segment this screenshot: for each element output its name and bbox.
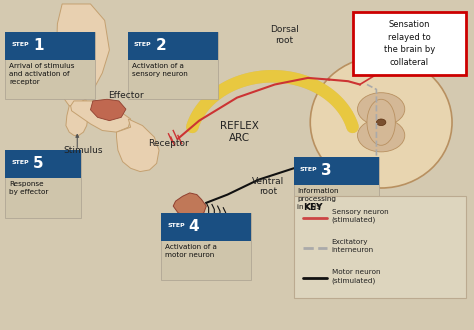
FancyBboxPatch shape xyxy=(5,32,95,60)
Text: Sensory neuron
(stimulated): Sensory neuron (stimulated) xyxy=(331,209,388,223)
FancyBboxPatch shape xyxy=(161,213,251,280)
Text: 2: 2 xyxy=(156,38,166,53)
Text: Sensation
relayed to
the brain by
collateral: Sensation relayed to the brain by collat… xyxy=(384,20,435,67)
Polygon shape xyxy=(71,101,131,132)
Text: Excitatory
interneuron: Excitatory interneuron xyxy=(331,239,374,253)
Polygon shape xyxy=(91,99,126,121)
Text: KEY: KEY xyxy=(303,203,323,212)
Text: STEP: STEP xyxy=(134,42,152,47)
FancyBboxPatch shape xyxy=(5,32,95,99)
Text: Response
by effector: Response by effector xyxy=(9,182,48,195)
Text: STEP: STEP xyxy=(11,160,29,165)
Text: 1: 1 xyxy=(33,38,43,53)
Text: REFLEX
ARC: REFLEX ARC xyxy=(220,121,259,143)
Polygon shape xyxy=(66,99,88,135)
FancyBboxPatch shape xyxy=(353,12,466,75)
Text: Ventral
root: Ventral root xyxy=(252,177,284,196)
Ellipse shape xyxy=(357,119,405,152)
Ellipse shape xyxy=(367,99,395,145)
FancyBboxPatch shape xyxy=(161,213,251,241)
FancyBboxPatch shape xyxy=(128,32,218,60)
FancyBboxPatch shape xyxy=(294,157,379,224)
Text: Effector: Effector xyxy=(108,91,144,101)
Text: Arrival of stimulus
and activation of
receptor: Arrival of stimulus and activation of re… xyxy=(9,63,75,85)
Polygon shape xyxy=(173,193,206,217)
Circle shape xyxy=(376,119,386,126)
Text: 4: 4 xyxy=(189,218,200,234)
Text: 5: 5 xyxy=(33,156,44,171)
Text: Dorsal
root: Dorsal root xyxy=(270,25,299,45)
Polygon shape xyxy=(56,4,109,106)
FancyBboxPatch shape xyxy=(294,196,466,298)
Text: 3: 3 xyxy=(321,163,332,178)
Ellipse shape xyxy=(357,93,405,126)
FancyBboxPatch shape xyxy=(128,32,218,99)
Text: STEP: STEP xyxy=(11,42,29,47)
Text: Activation of a
sensory neuron: Activation of a sensory neuron xyxy=(132,63,188,77)
Text: STEP: STEP xyxy=(167,223,185,228)
Ellipse shape xyxy=(310,56,452,188)
Text: Receptor: Receptor xyxy=(148,139,189,148)
Text: Motor neuron
(stimulated): Motor neuron (stimulated) xyxy=(331,269,380,283)
FancyBboxPatch shape xyxy=(294,157,379,185)
Polygon shape xyxy=(117,119,159,172)
Text: STEP: STEP xyxy=(300,167,317,172)
Text: Activation of a
motor neuron: Activation of a motor neuron xyxy=(165,244,217,258)
FancyBboxPatch shape xyxy=(5,150,81,217)
Text: Information
processing
in CNS: Information processing in CNS xyxy=(298,188,339,210)
Text: Stimulus: Stimulus xyxy=(64,146,103,155)
FancyBboxPatch shape xyxy=(5,150,81,178)
